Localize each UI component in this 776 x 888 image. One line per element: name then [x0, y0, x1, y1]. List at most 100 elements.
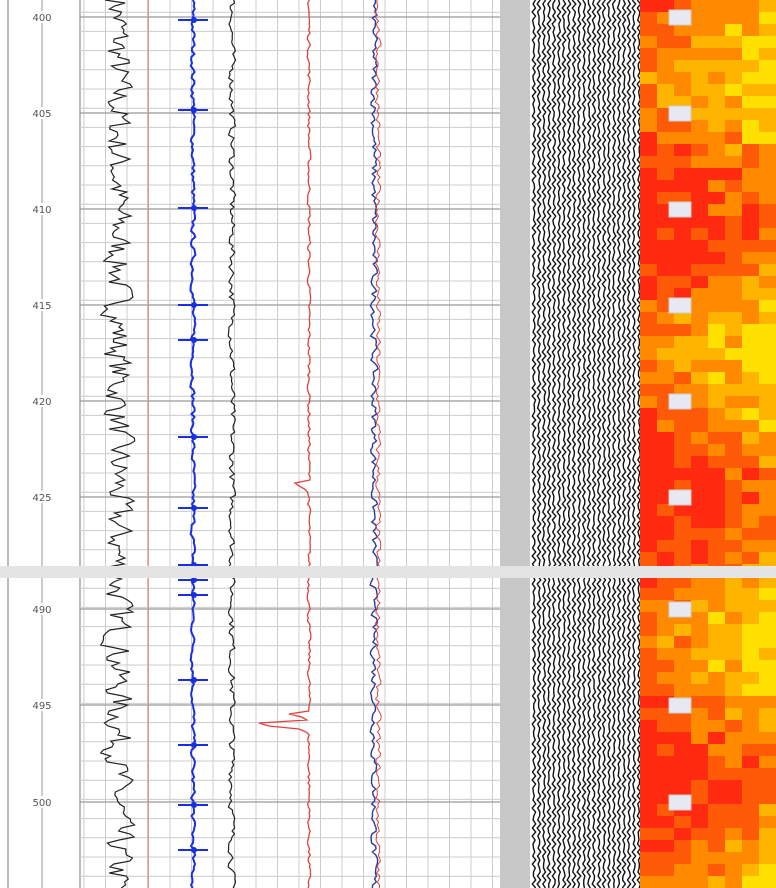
heatmap-cell	[691, 216, 708, 228]
heatmap-cell	[759, 0, 776, 12]
heatmap-cell	[691, 600, 708, 612]
heatmap-cell	[725, 108, 742, 120]
heatmap-cell	[674, 240, 691, 252]
heatmap-cell	[674, 120, 691, 132]
heatmap-cell	[640, 96, 657, 108]
heatmap-cell	[691, 144, 708, 156]
heatmap-cell	[674, 828, 691, 840]
heatmap-cell	[708, 444, 725, 456]
waveform-track	[530, 0, 642, 888]
heatmap-cell	[657, 0, 674, 12]
waveform-trace	[546, 0, 552, 888]
heatmap-cell	[674, 324, 691, 336]
heatmap-cell	[725, 96, 742, 108]
blue-marker	[191, 107, 197, 113]
heatmap-cell	[725, 576, 742, 588]
heatmap-cell	[708, 576, 725, 588]
heatmap-cell	[742, 492, 759, 504]
heatmap-cell	[725, 876, 742, 888]
heatmap-cell	[708, 672, 725, 684]
heatmap-cell	[759, 384, 776, 396]
heatmap-cell	[759, 504, 776, 516]
heatmap-cell	[691, 876, 708, 888]
heatmap-cell	[657, 228, 674, 240]
heatmap-cell	[657, 624, 674, 636]
heatmap-cell	[640, 528, 657, 540]
heatmap-cell	[640, 636, 657, 648]
heatmap-cell	[691, 480, 708, 492]
waveform-trace	[606, 0, 612, 888]
heatmap-cell	[640, 276, 657, 288]
heatmap-cell	[640, 180, 657, 192]
heatmap-cell	[691, 264, 708, 276]
heatmap-cell	[742, 60, 759, 72]
heatmap-cell	[742, 408, 759, 420]
heatmap-cell	[759, 228, 776, 240]
heatmap-cell	[640, 840, 657, 852]
heatmap-cell	[708, 36, 725, 48]
heatmap-cell	[759, 540, 776, 552]
heatmap-cell	[725, 348, 742, 360]
heatmap-cell	[691, 24, 708, 36]
heatmap-cell	[708, 240, 725, 252]
heatmap-cell	[759, 768, 776, 780]
heatmap-cell	[759, 72, 776, 84]
blue-marker	[191, 592, 197, 598]
heatmap-cell	[759, 12, 776, 24]
heatmap-cell	[725, 276, 742, 288]
heatmap-cell	[742, 24, 759, 36]
heatmap-cell	[725, 120, 742, 132]
heatmap-cell	[708, 204, 725, 216]
heatmap-cell	[742, 360, 759, 372]
heatmap-cell	[742, 108, 759, 120]
heatmap-cell	[674, 72, 691, 84]
heatmap-cell	[759, 468, 776, 480]
heatmap-cell	[759, 204, 776, 216]
heatmap-cell	[725, 0, 742, 12]
heatmap-cell	[691, 228, 708, 240]
heatmap-cell	[691, 732, 708, 744]
heatmap-cell	[657, 780, 674, 792]
heatmap-cell	[742, 516, 759, 528]
heatmap-cell	[708, 276, 725, 288]
heatmap-cell	[674, 372, 691, 384]
heatmap-cell	[708, 624, 725, 636]
heatmap-cell	[674, 84, 691, 96]
heatmap-cell	[691, 492, 708, 504]
heatmap-cell	[742, 288, 759, 300]
waveform-trace	[551, 0, 557, 888]
heatmap-cell	[708, 348, 725, 360]
heatmap-cell	[725, 492, 742, 504]
heatmap-cell	[742, 552, 759, 564]
heatmap-cell	[691, 408, 708, 420]
heatmap-track	[640, 0, 776, 888]
heatmap-cell	[691, 720, 708, 732]
waveform-trace	[591, 0, 597, 888]
heatmap-cell	[742, 768, 759, 780]
heatmap-cell	[708, 804, 725, 816]
heatmap-cell	[742, 444, 759, 456]
heatmap-cell	[759, 612, 776, 624]
heatmap-cell	[708, 288, 725, 300]
heatmap-cell	[708, 744, 725, 756]
heatmap-cell	[708, 600, 725, 612]
heatmap-cell	[657, 588, 674, 600]
heatmap-cell	[691, 660, 708, 672]
heatmap-cell	[759, 156, 776, 168]
heatmap-cell	[657, 432, 674, 444]
heatmap-cell	[674, 180, 691, 192]
heatmap-cell	[708, 468, 725, 480]
heatmap-cell	[691, 324, 708, 336]
heatmap-cell	[708, 636, 725, 648]
heatmap-cell	[674, 444, 691, 456]
heatmap-cell	[640, 264, 657, 276]
heatmap-cell	[657, 264, 674, 276]
heatmap-cell	[759, 792, 776, 804]
heatmap-cell	[725, 228, 742, 240]
heatmap-cell	[759, 600, 776, 612]
heatmap-cell	[742, 300, 759, 312]
heatmap-cell	[640, 384, 657, 396]
heatmap-cell	[725, 192, 742, 204]
heatmap-cell	[657, 684, 674, 696]
heatmap-cell	[759, 192, 776, 204]
